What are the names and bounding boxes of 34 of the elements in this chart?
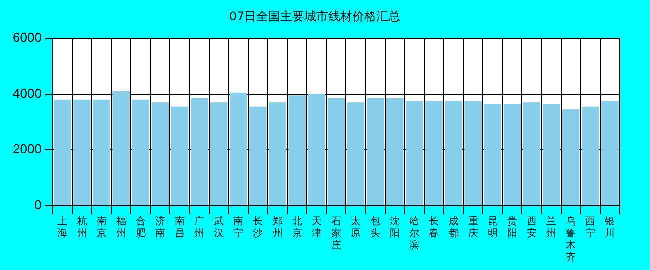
x-tick-label: 长春 xyxy=(429,216,440,240)
x-tick-label: 济南 xyxy=(155,216,166,240)
x-tick-label: 西安 xyxy=(527,216,538,240)
x-tick-label: 重庆 xyxy=(468,216,478,240)
x-tick-label: 太原 xyxy=(351,216,362,240)
y-tick-label: 6000 xyxy=(13,30,42,45)
x-tick-label: 北京 xyxy=(292,216,302,240)
y-tick-label: 4000 xyxy=(13,86,42,101)
x-tick-label: 广州 xyxy=(194,216,205,240)
x-tick-label: 南昌 xyxy=(175,216,186,240)
x-tick-label: 上海 xyxy=(58,216,68,240)
x-tick-label: 天津 xyxy=(312,216,322,240)
x-tick-label: 长沙 xyxy=(253,216,264,240)
chart-title: 07日全国主要城市线材价格汇总 xyxy=(229,9,401,24)
x-tick-label: 昆明 xyxy=(488,216,498,240)
x-tick-label: 成都 xyxy=(448,216,459,240)
x-tick-label: 贵阳 xyxy=(507,216,518,240)
x-tick-label: 乌鲁木齐 xyxy=(566,216,576,264)
x-tick-label: 银川 xyxy=(604,216,616,240)
x-tick-label: 南宁 xyxy=(234,216,244,240)
x-tick-label: 南京 xyxy=(96,216,107,240)
x-tick-label: 西宁 xyxy=(586,216,596,240)
x-tick-label: 郑州 xyxy=(272,216,283,240)
x-tick-label: 合肥 xyxy=(136,216,146,240)
y-tick-label: 2000 xyxy=(13,142,42,157)
x-tick-label: 福州 xyxy=(116,216,126,240)
x-tick-label: 武汉 xyxy=(214,216,224,240)
x-tick-label: 兰州 xyxy=(546,216,557,240)
y-tick-label: 0 xyxy=(34,198,42,213)
x-tick-label: 包头 xyxy=(370,216,381,240)
x-tick-label: 杭州 xyxy=(76,216,88,240)
x-tick-label: 沈阳 xyxy=(390,216,400,240)
x-tick-label: 哈尔滨 xyxy=(410,216,420,252)
x-tick-label: 石家庄 xyxy=(331,216,342,252)
